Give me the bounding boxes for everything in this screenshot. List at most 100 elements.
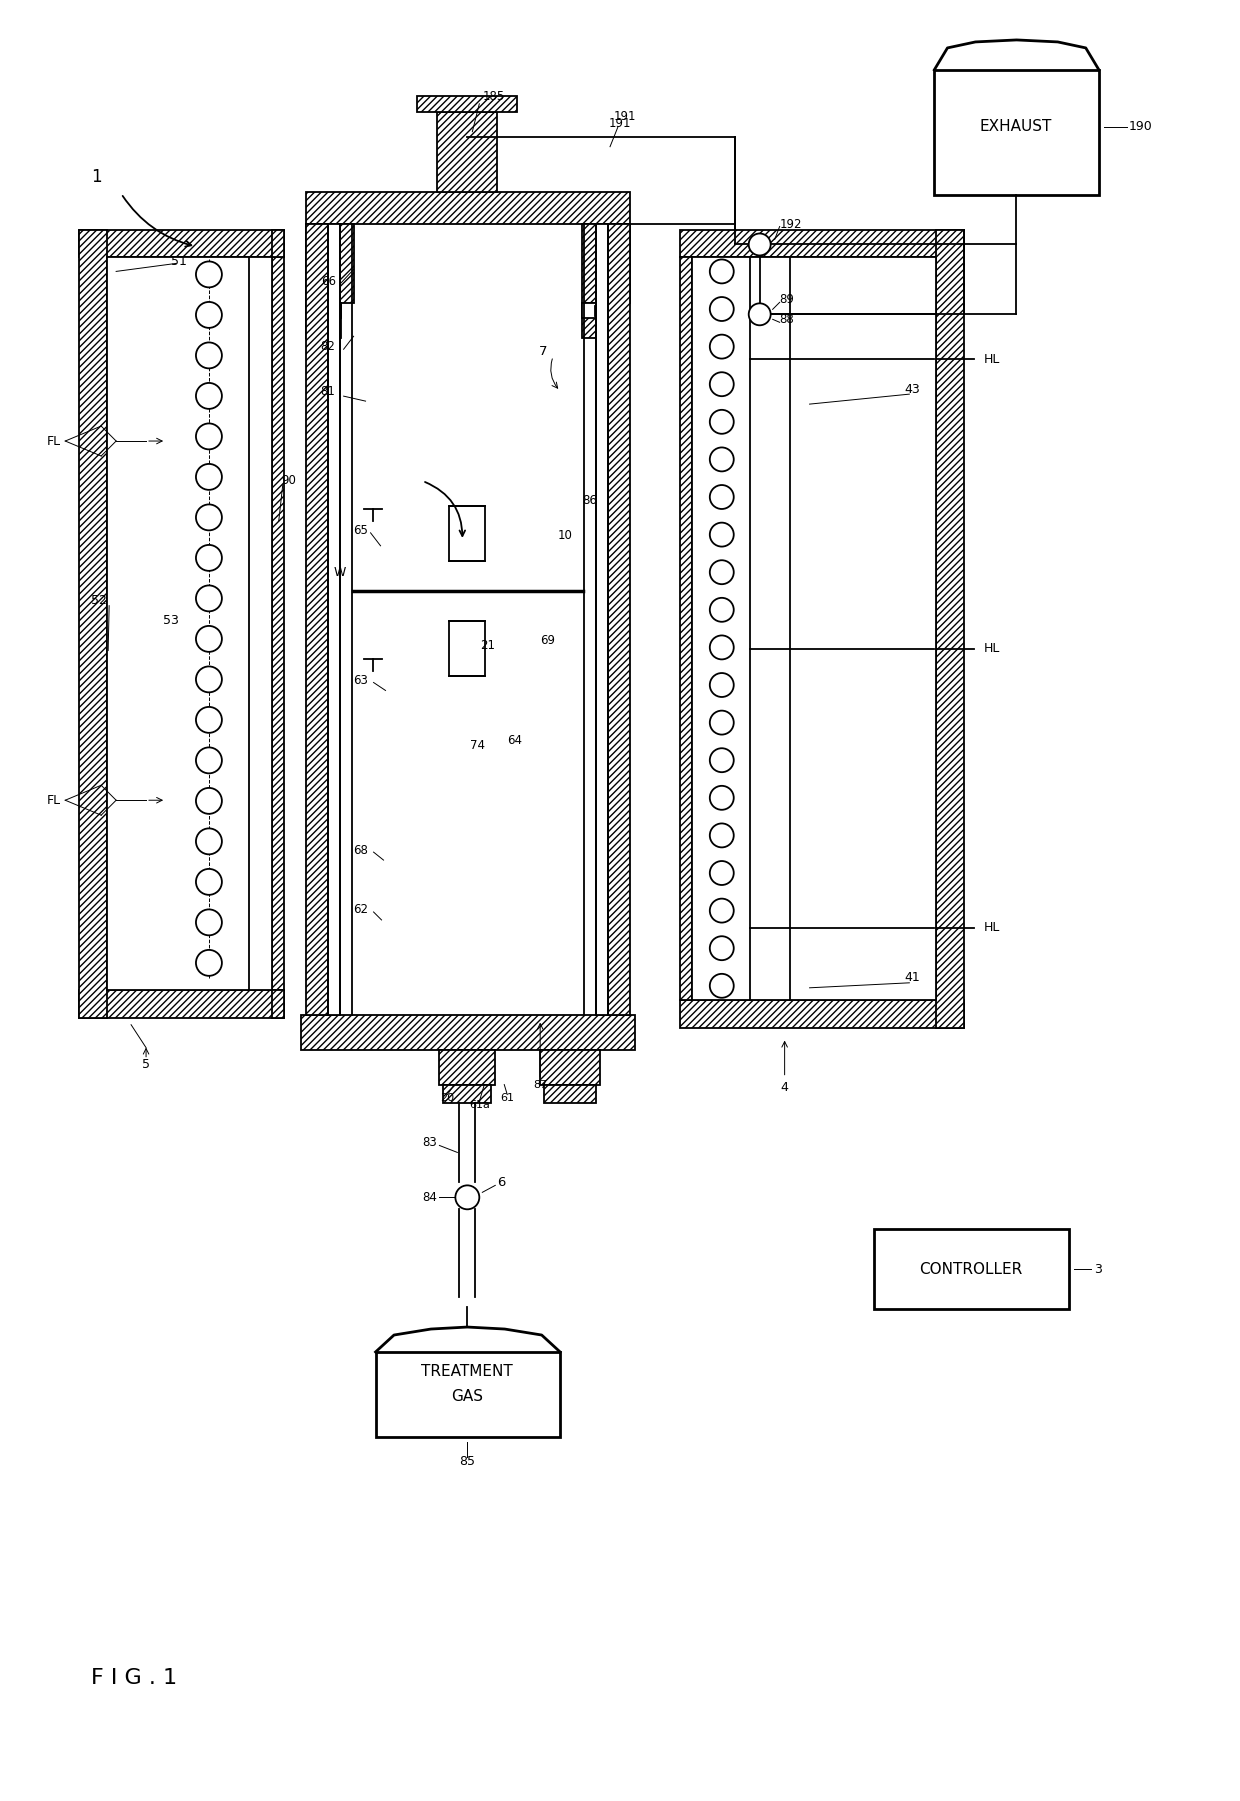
Polygon shape (680, 229, 965, 258)
Circle shape (455, 1185, 480, 1208)
Polygon shape (449, 621, 485, 675)
Text: 51: 51 (171, 256, 187, 268)
Text: 69: 69 (539, 634, 554, 647)
Text: 43: 43 (904, 382, 920, 396)
Polygon shape (541, 1050, 600, 1084)
Polygon shape (934, 70, 1099, 195)
Polygon shape (439, 1050, 495, 1084)
Circle shape (709, 785, 734, 810)
Polygon shape (595, 306, 615, 317)
Circle shape (196, 465, 222, 490)
Circle shape (709, 560, 734, 584)
Polygon shape (596, 223, 608, 1014)
Circle shape (196, 708, 222, 733)
Polygon shape (680, 258, 692, 1000)
Text: 3: 3 (1094, 1263, 1102, 1275)
Circle shape (196, 747, 222, 773)
Circle shape (196, 949, 222, 976)
Polygon shape (692, 258, 936, 1000)
Text: 190: 190 (1128, 121, 1153, 133)
Polygon shape (582, 303, 618, 339)
Polygon shape (272, 258, 284, 991)
Text: 89: 89 (780, 294, 795, 306)
Text: 6: 6 (497, 1176, 506, 1189)
Polygon shape (306, 303, 341, 339)
Text: HL: HL (985, 643, 1001, 656)
Circle shape (709, 598, 734, 621)
Polygon shape (449, 506, 485, 560)
Circle shape (196, 585, 222, 611)
Polygon shape (582, 223, 630, 303)
Text: 185: 185 (482, 90, 505, 103)
Circle shape (709, 823, 734, 848)
Circle shape (709, 522, 734, 546)
Text: HL: HL (985, 353, 1001, 366)
Text: CONTROLLER: CONTROLLER (920, 1263, 1023, 1277)
Text: 85: 85 (459, 1455, 475, 1468)
Polygon shape (680, 1000, 965, 1028)
Circle shape (196, 828, 222, 854)
Text: 63: 63 (353, 674, 368, 686)
Circle shape (709, 974, 734, 998)
Text: TREATMENT: TREATMENT (422, 1365, 513, 1380)
Circle shape (709, 861, 734, 884)
Polygon shape (272, 229, 284, 258)
Circle shape (196, 910, 222, 935)
Text: FL: FL (47, 794, 61, 807)
Text: 41: 41 (904, 971, 920, 985)
Text: W: W (334, 566, 346, 580)
Text: 5: 5 (143, 1059, 150, 1072)
Circle shape (709, 447, 734, 472)
Text: 74: 74 (470, 738, 485, 751)
Circle shape (196, 423, 222, 450)
Polygon shape (608, 223, 630, 1014)
Text: 21: 21 (480, 639, 495, 652)
Text: 1: 1 (92, 167, 102, 186)
Circle shape (709, 899, 734, 922)
Circle shape (749, 303, 771, 326)
Circle shape (709, 674, 734, 697)
Circle shape (196, 342, 222, 369)
Text: 68: 68 (353, 843, 368, 857)
Polygon shape (306, 223, 353, 303)
Text: 4: 4 (781, 1081, 789, 1093)
Text: 66: 66 (321, 276, 336, 288)
Polygon shape (306, 223, 327, 1014)
Polygon shape (327, 223, 340, 1014)
Text: 52: 52 (92, 594, 107, 607)
Text: 65: 65 (353, 524, 368, 537)
Text: 20: 20 (440, 1093, 454, 1102)
Polygon shape (306, 191, 630, 223)
Text: 82: 82 (321, 340, 336, 353)
Circle shape (709, 259, 734, 283)
Circle shape (196, 504, 222, 529)
Polygon shape (79, 229, 107, 1018)
Polygon shape (79, 991, 284, 1018)
Text: 191: 191 (609, 117, 631, 130)
Polygon shape (936, 229, 965, 1028)
Polygon shape (376, 1353, 560, 1437)
Polygon shape (544, 1084, 596, 1102)
Circle shape (196, 261, 222, 288)
Circle shape (196, 666, 222, 692)
Text: 53: 53 (164, 614, 179, 627)
Circle shape (709, 335, 734, 358)
Polygon shape (272, 991, 284, 1018)
Circle shape (709, 411, 734, 434)
Circle shape (196, 303, 222, 328)
Polygon shape (301, 1014, 635, 1050)
Circle shape (196, 868, 222, 895)
Polygon shape (444, 1084, 491, 1102)
Text: 64: 64 (507, 733, 522, 747)
Text: 84: 84 (423, 1190, 438, 1203)
Polygon shape (321, 306, 341, 317)
Circle shape (196, 627, 222, 652)
Circle shape (709, 373, 734, 396)
Circle shape (749, 234, 771, 256)
Circle shape (709, 937, 734, 960)
Polygon shape (79, 229, 284, 258)
Circle shape (196, 546, 222, 571)
Text: 90: 90 (280, 474, 295, 488)
Circle shape (709, 297, 734, 321)
Text: EXHAUST: EXHAUST (980, 119, 1053, 135)
